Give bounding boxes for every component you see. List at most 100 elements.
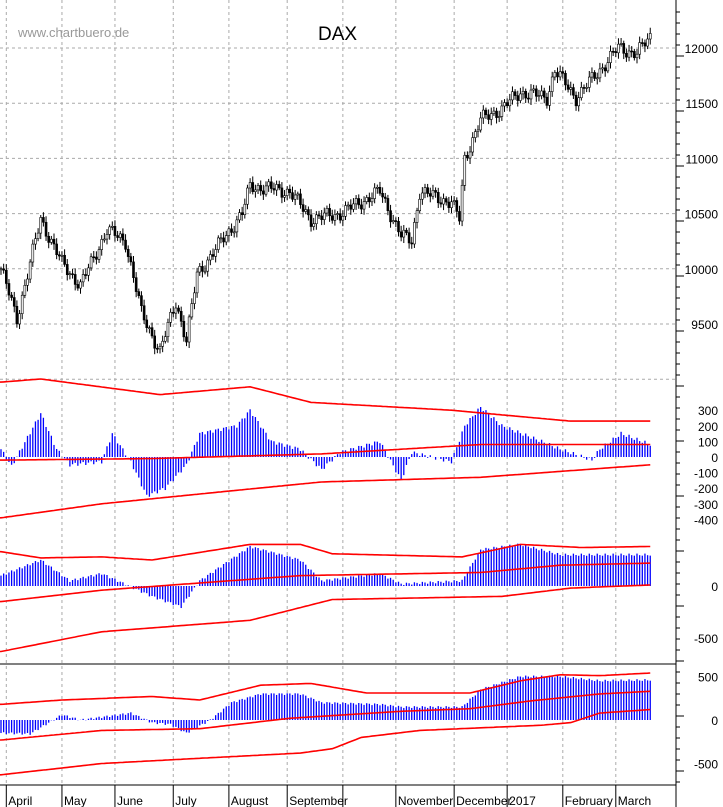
candle-body: [153, 335, 156, 349]
candle-body: [23, 284, 27, 296]
candle-body: [132, 261, 135, 278]
candle-body: [627, 50, 631, 58]
candle-body: [156, 347, 159, 350]
candle-body: [558, 71, 562, 78]
candle-body: [378, 186, 382, 194]
candle-body: [145, 319, 149, 328]
candle-body: [566, 84, 570, 90]
candle-body: [169, 311, 172, 323]
candle-body: [198, 266, 202, 273]
candle-body: [524, 91, 528, 99]
candle-body: [341, 216, 345, 221]
price-tick-label: 12000: [685, 42, 719, 56]
candle-body: [47, 235, 51, 243]
oscillator-tick-label: 100: [698, 435, 718, 449]
candle-body: [227, 228, 231, 236]
candle-body: [18, 313, 21, 325]
candle-body: [63, 254, 66, 265]
candle-body: [193, 292, 196, 304]
candle-body: [640, 42, 644, 44]
candle-body: [580, 87, 583, 99]
candle-body: [238, 212, 241, 221]
month-label: April: [8, 794, 32, 807]
candle-body: [7, 283, 11, 296]
candle-body: [267, 181, 270, 187]
candle-body: [577, 97, 581, 107]
candle-body: [307, 209, 310, 216]
price-tick-label: 10500: [685, 208, 719, 222]
candle-body: [455, 200, 459, 212]
month-label: February: [565, 794, 613, 807]
candle-body: [428, 193, 432, 197]
candle-body: [185, 336, 188, 343]
candle-body: [338, 213, 342, 221]
candle-body: [209, 254, 212, 261]
candle-body: [161, 340, 164, 347]
candle-body: [534, 88, 538, 97]
band-middle-line: [0, 562, 651, 603]
candle-body: [444, 198, 448, 203]
candle-body: [259, 185, 263, 192]
candle-body: [269, 181, 273, 189]
candle-body: [619, 43, 623, 45]
candle-body: [206, 259, 209, 272]
candle-body: [370, 198, 374, 203]
candle-body: [174, 307, 178, 314]
candle-body: [134, 277, 138, 292]
candle-body: [487, 114, 490, 120]
candle-body: [606, 62, 610, 72]
month-label: 2017: [509, 794, 536, 807]
candle-body: [142, 305, 146, 321]
oscillator-tick-label: 0: [711, 451, 718, 465]
candle-body: [500, 105, 504, 117]
candle-body: [474, 131, 477, 138]
candle-body: [561, 71, 565, 74]
candle-body: [12, 297, 16, 307]
candle-body: [421, 192, 424, 200]
candle-body: [89, 256, 93, 269]
candle-body: [325, 208, 329, 214]
candle-body: [391, 220, 395, 223]
candle-body: [113, 226, 117, 236]
candle-body: [179, 310, 183, 322]
candle-body: [497, 116, 501, 118]
candle-body: [291, 192, 294, 200]
candle-body: [383, 196, 387, 199]
candle-body: [397, 220, 400, 233]
candle-body: [15, 305, 19, 325]
candle-body: [415, 210, 419, 223]
candle-body: [55, 243, 58, 256]
candle-body: [248, 182, 252, 189]
candle-body: [224, 235, 228, 243]
band-middle-line: [0, 443, 651, 461]
watermark: www.chartbuero.de: [18, 25, 130, 40]
oscillator-tick-label: -500: [694, 632, 718, 646]
candle-body: [177, 307, 180, 312]
candle-body: [447, 201, 451, 208]
candle-body: [105, 234, 109, 240]
candle-body: [466, 155, 469, 159]
band-lower-line: [0, 584, 651, 653]
candle-body: [68, 273, 72, 276]
candle-body: [116, 235, 119, 238]
candle-body: [76, 284, 80, 289]
candle-body: [386, 198, 390, 211]
candle-body: [164, 336, 167, 342]
candle-body: [521, 91, 525, 95]
candle-body: [587, 76, 591, 88]
candle-body: [481, 109, 485, 119]
candle-body: [211, 254, 215, 257]
candle-body: [431, 190, 435, 197]
candle-body: [402, 229, 406, 238]
candle-body: [399, 231, 403, 238]
candle-body: [550, 76, 554, 92]
candle-body: [251, 182, 255, 192]
candle-body: [126, 248, 130, 257]
candle-body: [309, 214, 313, 227]
candle-body: [52, 238, 56, 245]
candle-body: [36, 232, 40, 239]
candle-body: [2, 268, 5, 271]
oscillator-tick-label: -400: [694, 513, 718, 527]
candle-body: [540, 90, 543, 96]
candle-body: [111, 226, 114, 228]
